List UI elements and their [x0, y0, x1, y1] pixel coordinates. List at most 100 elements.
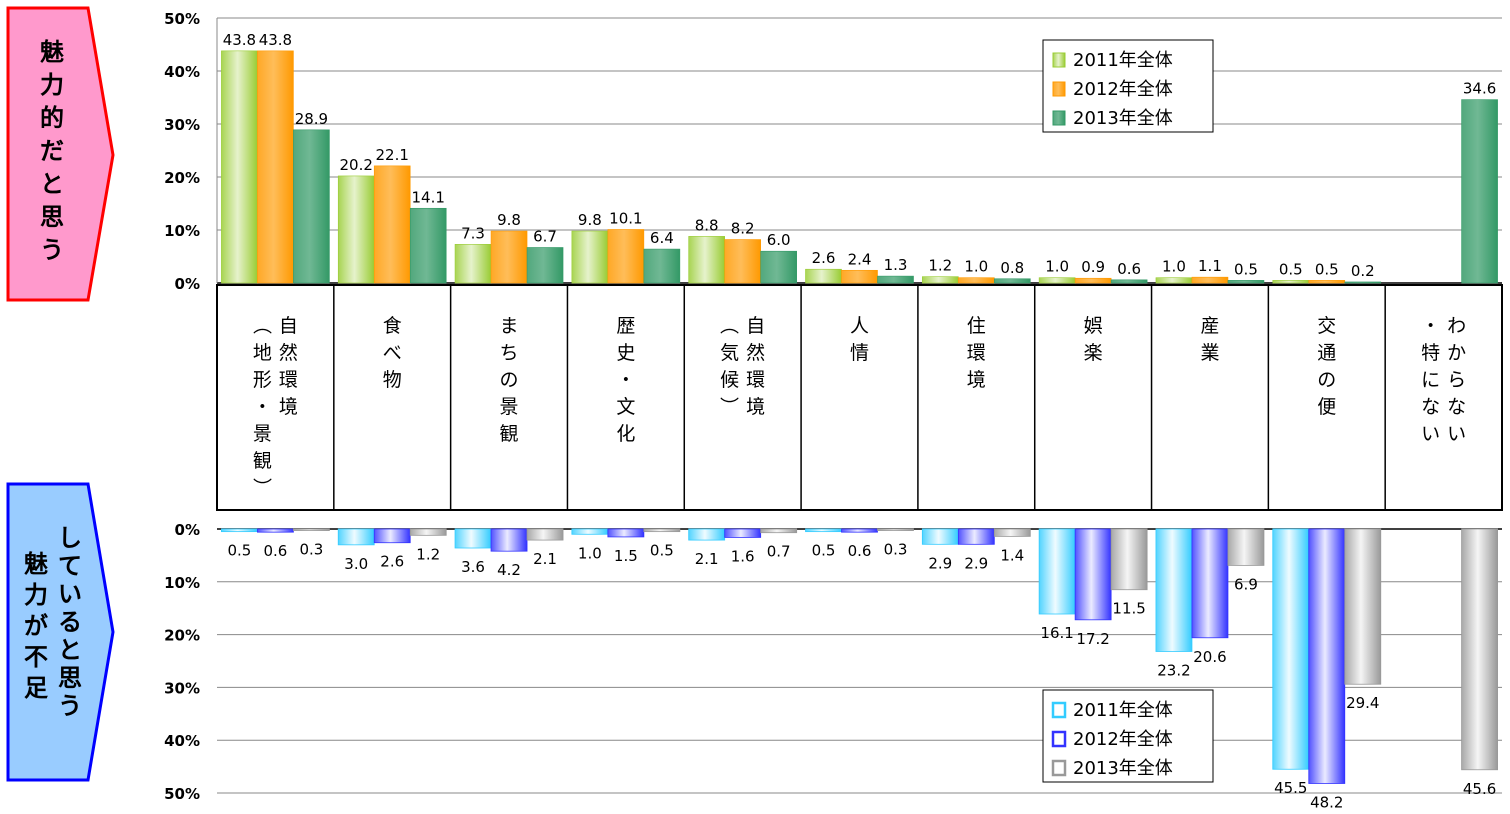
- bottom-y-tick-label: 20%: [164, 627, 200, 645]
- top-bar: [373, 165, 411, 284]
- category-label-char: 景: [500, 396, 519, 418]
- bottom-data-label: 2.6: [380, 553, 404, 571]
- category-label-char: わ: [1447, 315, 1466, 337]
- category-label-char: い: [1421, 423, 1440, 445]
- top-bar: [1308, 280, 1346, 284]
- top-bar: [454, 244, 492, 284]
- bottom-bar: [643, 528, 681, 533]
- bottom-bar: [688, 528, 726, 541]
- category-label-char: 物: [383, 369, 402, 391]
- category-label-char: 境: [279, 396, 298, 418]
- bottom-data-label: 45.6: [1463, 780, 1496, 798]
- top-bar: [1110, 279, 1148, 284]
- top-data-label: 14.1: [412, 188, 445, 206]
- bottom-data-label: 0.6: [263, 542, 287, 560]
- top-bar: [1227, 280, 1265, 284]
- category-label-char: ・: [1421, 315, 1440, 337]
- top-data-labels: 43.8 43.8 28.9 20.222.1 14.1 7.3 9.8 6.7 9.8 10.1…: [223, 31, 1497, 280]
- bottom-bar: [1038, 528, 1076, 615]
- category-label-char: 景: [253, 423, 272, 445]
- bottom-y-tick-label: 40%: [164, 732, 200, 750]
- bottom-side-tag-char: 力: [24, 581, 48, 609]
- top-y-tick-label: 30%: [164, 116, 200, 134]
- category-label-char: ）: [718, 396, 740, 415]
- legend-swatch: [1052, 81, 1066, 97]
- bottom-bar: [993, 528, 1031, 537]
- category-label-char: 通: [1317, 342, 1336, 364]
- bottom-data-label: 29.4: [1346, 694, 1379, 712]
- top-bar: [1191, 276, 1229, 284]
- category-label-char: 住: [967, 315, 986, 337]
- legend-swatch: [1051, 759, 1067, 777]
- bottom-y-tick-labels: 0% 10% 20% 30% 40% 50%: [164, 521, 200, 803]
- category-label-char: 環: [746, 369, 765, 391]
- top-bar: [805, 268, 842, 284]
- bottom-data-label: 45.5: [1274, 779, 1307, 797]
- bottom-side-tag-char: 魅: [24, 550, 48, 578]
- bottom-bars: [221, 528, 1498, 784]
- bottom-data-label: 2.9: [928, 554, 952, 572]
- category-label-char: 観: [500, 423, 519, 445]
- bottom-side-tag-char: と: [58, 636, 82, 664]
- bottom-bar: [1344, 528, 1382, 685]
- bottom-side-tag-char: て: [58, 552, 82, 580]
- top-data-label: 6.0: [767, 231, 791, 249]
- top-bar: [1461, 99, 1498, 284]
- category-label-char: 情: [850, 342, 869, 364]
- top-bar: [994, 278, 1031, 284]
- bottom-data-label: 1.6: [731, 547, 755, 565]
- category-label-char: 自: [746, 315, 765, 337]
- bottom-bar: [221, 528, 258, 533]
- category-label-char: 文: [616, 396, 635, 418]
- bottom-side-tag-char: 思: [58, 664, 82, 692]
- bottom-data-label: 0.7: [767, 543, 791, 561]
- top-bar: [526, 247, 564, 284]
- top-bar: [688, 236, 725, 284]
- category-label-char: 娯: [1084, 315, 1103, 337]
- top-data-label: 20.2: [340, 156, 373, 174]
- legend-entry-label: 2011年全体: [1073, 700, 1173, 721]
- top-data-label: 43.8: [259, 31, 292, 49]
- top-data-label: 1.1: [1198, 257, 1222, 275]
- legend-entry-label: 2013年全体: [1073, 758, 1173, 779]
- top-data-label: 28.9: [295, 110, 328, 128]
- top-data-label: 9.8: [497, 211, 521, 229]
- bottom-side-tag-char: 不: [24, 643, 48, 671]
- top-data-label: 0.9: [1081, 258, 1105, 276]
- bottom-bar: [490, 528, 528, 552]
- bottom-bar: [760, 528, 798, 534]
- bottom-bar: [526, 528, 564, 541]
- top-bars: [221, 50, 1498, 284]
- legend-swatch: [1051, 701, 1067, 719]
- top-data-label: 6.7: [533, 227, 557, 245]
- bottom-data-label: 2.1: [533, 550, 557, 568]
- top-y-tick-label: 20%: [164, 169, 200, 187]
- top-side-tag-char: だ: [40, 137, 64, 165]
- bottom-side-tag-char: い: [58, 580, 82, 608]
- category-label-char: 便: [1317, 396, 1336, 418]
- bottom-data-label: 1.2: [416, 545, 440, 563]
- top-side-tag-char: 魅: [40, 38, 64, 66]
- bottom-side-tag-char: う: [58, 692, 82, 720]
- legend-entry-label: 2012年全体: [1073, 79, 1173, 100]
- top-data-label: 2.4: [848, 250, 872, 268]
- top-bar: [1155, 277, 1193, 284]
- bottom-data-label: 0.6: [848, 542, 872, 560]
- bottom-bar: [841, 528, 878, 533]
- top-bar: [922, 276, 959, 284]
- bottom-data-labels: 0.5 0.6 0.3 3.0 2.6 1.2 3.6 4.2 2.1 1.0 1.5 0.5 2.1 1…: [227, 541, 1496, 812]
- legend-swatch: [1051, 730, 1067, 748]
- bottom-bar: [877, 528, 914, 531]
- category-label-char: 境: [746, 396, 765, 418]
- top-bar: [490, 230, 528, 284]
- top-bar: [958, 277, 995, 284]
- bottom-data-label: 2.9: [964, 554, 988, 572]
- bottom-data-label: 0.5: [650, 542, 674, 560]
- top-data-label: 1.2: [928, 257, 952, 275]
- bottom-data-label: 0.5: [227, 542, 251, 560]
- top-data-label: 2.6: [812, 249, 836, 267]
- category-label-char: 自: [279, 315, 298, 337]
- category-label-char: 然: [746, 342, 765, 364]
- top-data-label: 9.8: [578, 211, 602, 229]
